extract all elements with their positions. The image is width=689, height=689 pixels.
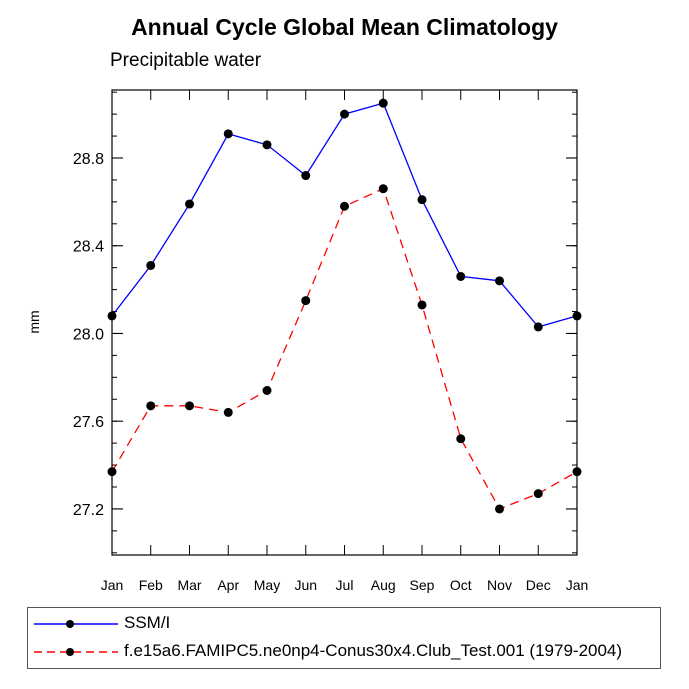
legend-label-ssmi: SSM/I	[124, 613, 171, 632]
series-1-point	[107, 467, 117, 477]
series-1-point	[223, 407, 233, 417]
legend: SSM/I f.e15a6.FAMIPC5.ne0np4-Conus30x4.C…	[27, 607, 661, 669]
series-0-point	[340, 109, 349, 119]
series-0-point	[456, 271, 466, 281]
series-0-point	[417, 195, 427, 205]
x-tick-label: Nov	[487, 577, 512, 593]
chart-title: Annual Cycle Global Mean Climatology	[131, 14, 558, 40]
x-tick-label: Dec	[526, 577, 551, 593]
x-tick-label: Jul	[336, 577, 354, 593]
series-0-point	[495, 276, 504, 286]
series-0-point	[223, 129, 233, 139]
y-tick-label: 27.2	[73, 502, 104, 519]
x-tick-label: Mar	[177, 577, 201, 593]
series-1-point	[378, 184, 388, 194]
chart-subtitle: Precipitable water	[110, 50, 262, 71]
series-1-point	[533, 489, 543, 499]
x-tick-label: Aug	[371, 577, 396, 593]
x-tick-label: Jan	[566, 577, 589, 593]
series-1-point	[572, 467, 582, 477]
legend-line-sample-model	[34, 648, 118, 656]
legend-line-sample-ssmi	[34, 620, 118, 628]
y-tick-label: 27.6	[73, 414, 104, 431]
series-1-point	[417, 300, 427, 310]
y-tick-label: 28.4	[73, 239, 104, 256]
x-tick-label: Oct	[450, 577, 472, 593]
series-0-point	[301, 171, 311, 181]
line-chart: Jan Feb Mar Apr May Jun Jul Aug Sep Oct Nov Dec Jan 2…	[26, 89, 588, 593]
x-tick-label: Jan	[101, 577, 124, 593]
axis-ticks	[111, 90, 578, 555]
legend-item-model: f.e15a6.FAMIPC5.ne0np4-Conus30x4.Club_Te…	[28, 639, 660, 665]
legend-item-ssmi: SSM/I	[28, 611, 660, 637]
x-tick-label: Apr	[217, 577, 239, 593]
x-tick-label: Jun	[294, 577, 317, 593]
series-line-1	[111, 187, 578, 510]
series-1-point	[495, 504, 504, 514]
x-tick-label: Sep	[410, 577, 435, 593]
series-line-0	[111, 102, 578, 328]
series-0-point	[533, 322, 543, 332]
series-1-point	[456, 434, 466, 444]
series-1-point	[301, 296, 311, 306]
legend-label-model: f.e15a6.FAMIPC5.ne0np4-Conus30x4.Club_Te…	[124, 641, 623, 660]
series-0-point	[378, 98, 388, 108]
series-1-point	[146, 401, 156, 411]
series-0-point	[262, 140, 272, 150]
series-1-point	[262, 385, 272, 395]
series-1-point	[185, 401, 194, 411]
plot-frame	[111, 89, 578, 556]
series-0-point	[185, 199, 194, 209]
axis-tick-labels: Jan Feb Mar Apr May Jun Jul Aug Sep Oct Nov Dec Jan 2…	[73, 151, 588, 593]
x-tick-label: May	[254, 577, 280, 593]
series-layer	[107, 98, 582, 514]
series-0-point	[146, 260, 156, 270]
series-0-point	[572, 311, 582, 321]
y-tick-label: 28.0	[73, 326, 104, 343]
y-axis-label: mm	[26, 310, 42, 333]
series-1-point	[340, 201, 349, 211]
y-tick-label: 28.8	[73, 151, 104, 168]
x-tick-label: Feb	[139, 577, 163, 593]
series-0-point	[107, 311, 117, 321]
